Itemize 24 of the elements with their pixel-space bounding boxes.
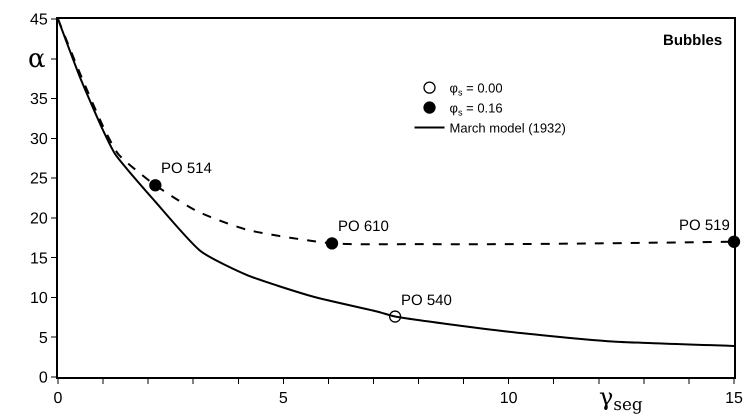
x-tick-label: 15 [725,390,743,408]
legend-label: φ$_{s}$ = 0.00 [450,80,503,98]
x-tick-label: 10 [500,390,518,408]
annotation: PO 610 [338,218,389,235]
annotation: PO 514 [161,160,212,177]
legend-label: φ$_{s}$ = 0.16 [450,100,503,118]
y-tick-label: 5 [38,330,48,347]
y-tick-label: 25 [30,170,48,188]
point [149,179,162,192]
y-tick-label: 20 [30,210,48,228]
y-tick-label: 30 [30,130,48,148]
x-axis-title: γ$_{seg}$ [599,383,643,414]
x-tick-label: 5 [278,390,288,408]
y-tick-label: 10 [30,290,48,308]
y-tick-label: 0 [38,370,48,387]
y-axis-title: α [28,44,46,74]
annotation: Bubbles [663,32,722,49]
annotation: PO 540 [401,292,452,309]
y-tick-label: 45 [30,12,48,29]
annotation: PO 519 [679,217,730,234]
y-tick-label: 35 [30,91,48,108]
legend-label: March model (1932) [450,120,566,136]
x-tick-label: 0 [54,390,63,408]
y-tick-label: 15 [30,250,48,268]
